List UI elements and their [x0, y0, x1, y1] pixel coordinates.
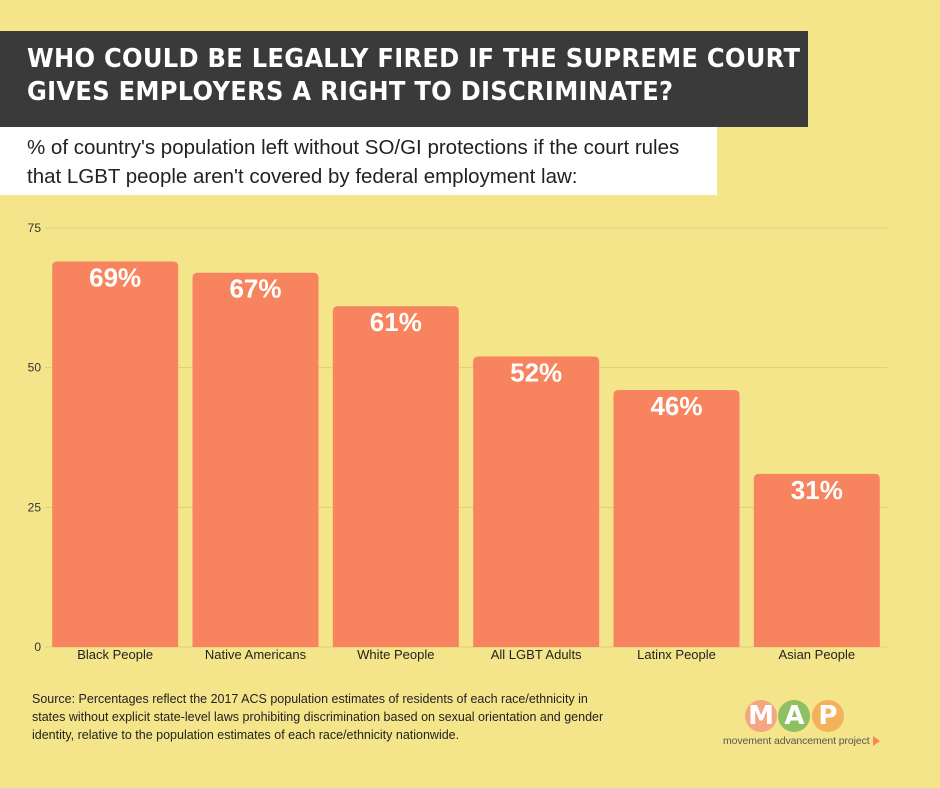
- x-category-label: Asian People: [779, 647, 856, 662]
- bar: [332, 306, 459, 647]
- y-tick-label: 25: [28, 500, 42, 514]
- bar-value-label: 67%: [229, 274, 281, 304]
- bar-value-label: 31%: [791, 475, 843, 505]
- bar: [753, 473, 880, 647]
- x-category-label: Black People: [77, 647, 153, 662]
- bar: [52, 261, 179, 647]
- bar-value-label: 46%: [650, 391, 702, 421]
- source-line-3: identity, relative to the population est…: [32, 728, 460, 742]
- logo-letters: M A P: [745, 700, 844, 732]
- title-line-2: GIVES EMPLOYERS A RIGHT TO DISCRIMINATE?: [27, 77, 674, 107]
- bar-value-label: 69%: [89, 263, 141, 293]
- bar: [473, 356, 600, 647]
- bar-value-label: 52%: [510, 357, 562, 387]
- y-tick-label: 50: [28, 361, 42, 375]
- x-category-label: Native Americans: [205, 647, 307, 662]
- logo-tagline: movement advancement project: [723, 735, 870, 747]
- source-line-1: Source: Percentages reflect the 2017 ACS…: [32, 692, 588, 706]
- y-tick-label: 0: [34, 640, 41, 654]
- source-note: Source: Percentages reflect the 2017 ACS…: [32, 690, 672, 744]
- x-category-label: White People: [357, 647, 434, 662]
- bar-value-label: 61%: [370, 307, 422, 337]
- y-tick-label: 75: [28, 221, 42, 235]
- subtitle-box: % of country's population left without S…: [0, 127, 717, 195]
- logo-letter-m: M: [745, 700, 777, 732]
- title-banner: WHO COULD BE LEGALLY FIRED IF THE SUPREM…: [0, 31, 808, 127]
- logo-letter-p: P: [811, 700, 844, 732]
- bar: [613, 390, 740, 647]
- x-category-label: All LGBT Adults: [491, 647, 582, 662]
- source-line-2: states without explicit state-level laws…: [32, 710, 604, 724]
- subtitle-line-1: % of country's population left without S…: [27, 136, 680, 159]
- logo-letter-a: A: [778, 700, 811, 732]
- bar: [192, 272, 319, 647]
- map-logo: M A P movement advancement project: [720, 700, 890, 750]
- logo-arrow-icon: [873, 736, 880, 746]
- bar-chart: 0 25 50 75 69% Black People 67% Native American…: [28, 221, 887, 662]
- x-category-label: Latinx People: [637, 647, 716, 662]
- subtitle-line-2: that LGBT people aren't covered by feder…: [27, 165, 578, 188]
- title-line-1: WHO COULD BE LEGALLY FIRED IF THE SUPREM…: [27, 44, 801, 74]
